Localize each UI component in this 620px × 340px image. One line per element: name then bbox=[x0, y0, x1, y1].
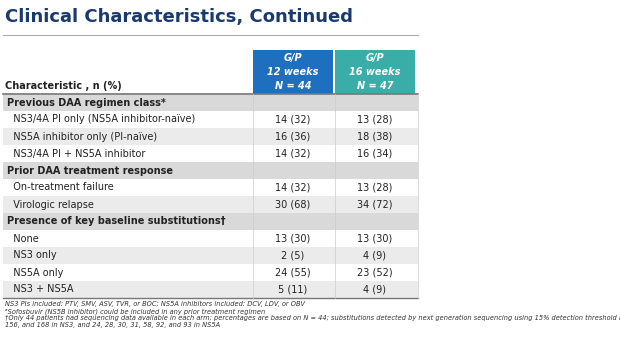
Bar bbox=[253, 50, 334, 94]
Text: NS3/4A PI only (NS5A inhibitor-naïve): NS3/4A PI only (NS5A inhibitor-naïve) bbox=[7, 115, 195, 124]
Text: 14 (32): 14 (32) bbox=[275, 183, 311, 192]
Text: 13 (28): 13 (28) bbox=[357, 183, 392, 192]
Text: 34 (72): 34 (72) bbox=[357, 200, 392, 209]
Bar bbox=[4, 196, 418, 213]
Text: NS5A only: NS5A only bbox=[7, 268, 63, 277]
Text: 156, and 168 in NS3, and 24, 28, 30, 31, 58, 92, and 93 in NS5A: 156, and 168 in NS3, and 24, 28, 30, 31,… bbox=[5, 322, 220, 328]
Bar bbox=[4, 247, 418, 264]
Text: 14 (32): 14 (32) bbox=[275, 115, 311, 124]
Text: 4 (9): 4 (9) bbox=[363, 251, 386, 260]
Text: Previous DAA regimen class*: Previous DAA regimen class* bbox=[7, 98, 166, 107]
Bar bbox=[4, 145, 418, 162]
Text: G/P
12 weeks
N = 44: G/P 12 weeks N = 44 bbox=[267, 53, 319, 91]
Text: Presence of key baseline substitutions†: Presence of key baseline substitutions† bbox=[7, 217, 225, 226]
Text: NS5A inhibitor only (PI-naïve): NS5A inhibitor only (PI-naïve) bbox=[7, 132, 157, 141]
Bar bbox=[4, 111, 418, 128]
Text: 16 (34): 16 (34) bbox=[357, 149, 392, 158]
Text: NS3/4A PI + NS5A inhibitor: NS3/4A PI + NS5A inhibitor bbox=[7, 149, 145, 158]
Text: 4 (9): 4 (9) bbox=[363, 285, 386, 294]
Bar bbox=[4, 128, 418, 145]
Text: ᵃSofosbuvir (NS5B inhibitor) could be included in any prior treatment regimen: ᵃSofosbuvir (NS5B inhibitor) could be in… bbox=[5, 308, 265, 314]
Bar bbox=[4, 264, 418, 281]
Text: †Only 44 patients had sequencing data available in each arm; percentages are bas: †Only 44 patients had sequencing data av… bbox=[5, 315, 620, 321]
Text: 2 (5): 2 (5) bbox=[281, 251, 304, 260]
Text: NS3 only: NS3 only bbox=[7, 251, 56, 260]
Text: 18 (38): 18 (38) bbox=[357, 132, 392, 141]
Text: 5 (11): 5 (11) bbox=[278, 285, 308, 294]
Text: 24 (55): 24 (55) bbox=[275, 268, 311, 277]
Text: NS3 + NS5A: NS3 + NS5A bbox=[7, 285, 73, 294]
Text: Prior DAA treatment response: Prior DAA treatment response bbox=[7, 166, 173, 175]
Text: Virologic relapse: Virologic relapse bbox=[7, 200, 94, 209]
Text: On-treatment failure: On-treatment failure bbox=[7, 183, 113, 192]
Text: Clinical Characteristics, Continued: Clinical Characteristics, Continued bbox=[5, 8, 353, 26]
Bar bbox=[335, 50, 415, 94]
Text: 14 (32): 14 (32) bbox=[275, 149, 311, 158]
Text: NS3 PIs included: PTV, SMV, ASV, TVR, or BOC; NS5A inhibitors included: DCV, LDV: NS3 PIs included: PTV, SMV, ASV, TVR, or… bbox=[5, 301, 305, 307]
Bar bbox=[4, 281, 418, 298]
Bar bbox=[4, 179, 418, 196]
Text: None: None bbox=[7, 234, 38, 243]
Bar bbox=[4, 94, 418, 111]
Bar bbox=[4, 162, 418, 179]
Text: 23 (52): 23 (52) bbox=[357, 268, 393, 277]
Text: 30 (68): 30 (68) bbox=[275, 200, 311, 209]
Text: 16 (36): 16 (36) bbox=[275, 132, 311, 141]
Text: 13 (30): 13 (30) bbox=[275, 234, 311, 243]
Text: Characteristic , n (%): Characteristic , n (%) bbox=[6, 81, 122, 91]
Text: 13 (28): 13 (28) bbox=[357, 115, 392, 124]
Text: 13 (30): 13 (30) bbox=[357, 234, 392, 243]
Text: G/P
16 weeks
N = 47: G/P 16 weeks N = 47 bbox=[349, 53, 401, 91]
Bar bbox=[4, 213, 418, 230]
Bar bbox=[4, 230, 418, 247]
